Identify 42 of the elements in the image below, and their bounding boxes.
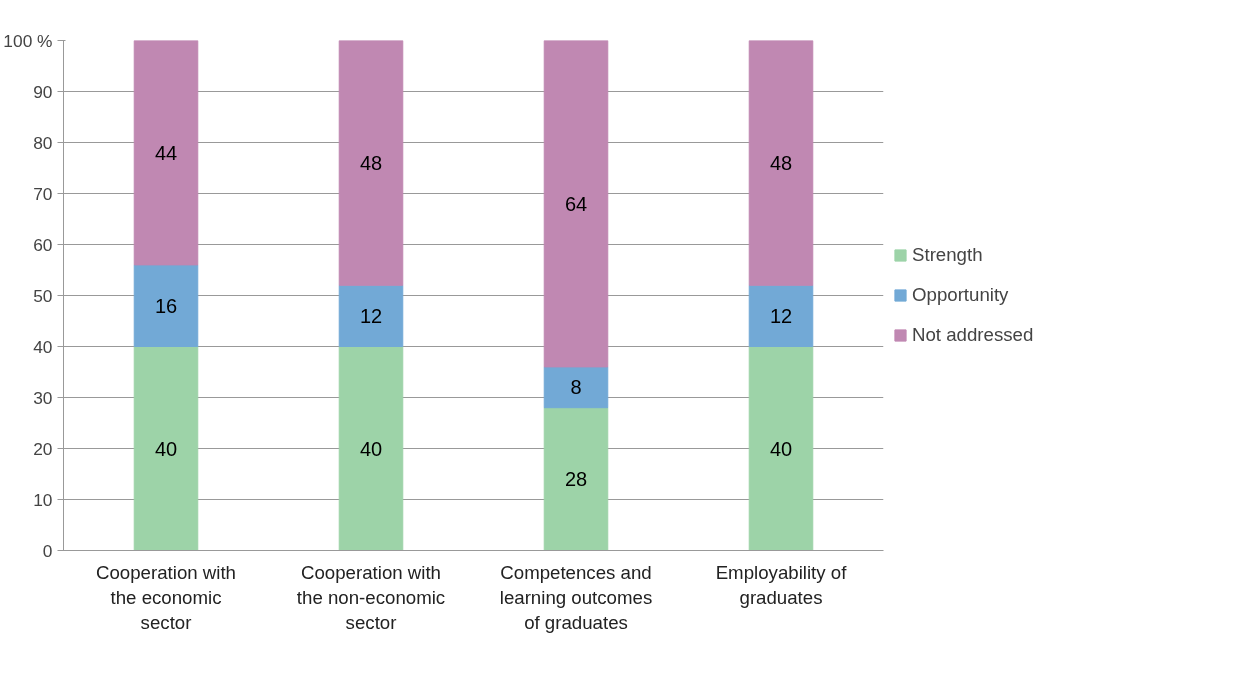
legend-label: Opportunity bbox=[912, 284, 1009, 306]
bar bbox=[543, 366, 609, 409]
data-label: 44 bbox=[154, 141, 178, 164]
bar bbox=[338, 284, 404, 347]
bar bbox=[748, 284, 814, 347]
data-label: 64 bbox=[564, 192, 588, 215]
y-tick-label: 60 bbox=[33, 234, 53, 255]
data-label: 12 bbox=[769, 304, 793, 327]
bar bbox=[133, 346, 199, 551]
y-tick-label: 20 bbox=[33, 438, 53, 459]
bar bbox=[543, 40, 609, 368]
bar bbox=[543, 407, 609, 551]
data-label: 40 bbox=[154, 437, 178, 460]
bar bbox=[338, 346, 404, 551]
bar bbox=[748, 40, 814, 286]
y-tick-label: 70 bbox=[33, 183, 53, 204]
x-tick-label: Competences and learning outcomes of graduates bbox=[499, 561, 653, 633]
data-label: 12 bbox=[359, 304, 383, 327]
y-tick-label: 0 bbox=[42, 540, 53, 561]
data-label: 40 bbox=[359, 437, 383, 460]
bar bbox=[133, 40, 199, 266]
y-tick-label: 80 bbox=[33, 132, 53, 153]
data-label: 48 bbox=[769, 151, 793, 174]
x-tick-label: Cooperation with the non-economic sector bbox=[296, 561, 446, 633]
data-label: 40 bbox=[769, 437, 793, 460]
y-tick-label: 100 % bbox=[3, 30, 53, 51]
data-label: 16 bbox=[154, 294, 178, 317]
data-label: 28 bbox=[564, 468, 588, 491]
x-tick-label: Employability of graduates bbox=[715, 561, 848, 608]
y-tick-label: 90 bbox=[33, 81, 53, 102]
y-tick-label: 50 bbox=[33, 285, 53, 306]
legend-label: Not addressed bbox=[912, 324, 1034, 346]
data-label: 8 bbox=[570, 376, 582, 399]
y-tick-label: 10 bbox=[33, 489, 53, 510]
bar bbox=[748, 346, 814, 551]
bar bbox=[133, 264, 199, 347]
data-label: 48 bbox=[359, 151, 383, 174]
y-tick-label: 40 bbox=[33, 336, 53, 357]
legend-label: Strength bbox=[912, 244, 983, 266]
x-tick-label: Cooperation with the economic sector bbox=[96, 561, 237, 633]
bar bbox=[338, 40, 404, 286]
y-tick-label: 30 bbox=[33, 387, 53, 408]
